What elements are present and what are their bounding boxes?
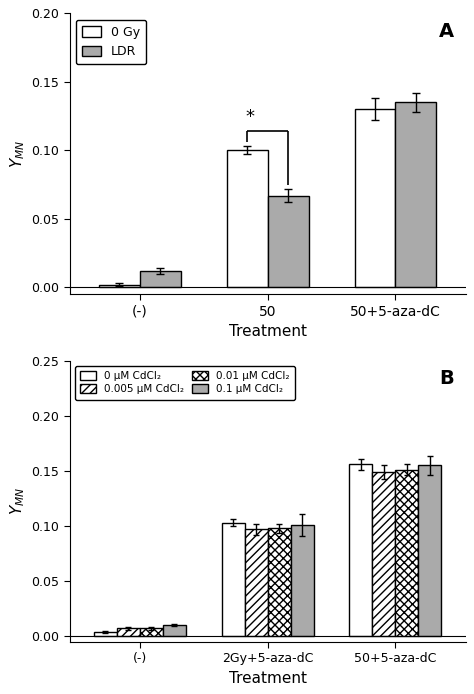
Bar (140, 629, 163, 636)
Bar (163, 625, 186, 636)
Legend: 0 Gy, LDR: 0 Gy, LDR (76, 19, 146, 65)
Bar (395, 470, 419, 636)
Bar (227, 151, 268, 287)
Bar (395, 103, 436, 287)
Text: B: B (439, 369, 454, 388)
Text: *: * (245, 108, 254, 126)
Y-axis label: Y$_{MN}$: Y$_{MN}$ (9, 487, 27, 516)
Bar (245, 530, 268, 636)
Bar (268, 528, 291, 636)
Bar (373, 472, 395, 636)
X-axis label: Treatment: Treatment (228, 670, 307, 686)
Bar (94, 632, 117, 636)
Text: A: A (438, 22, 454, 41)
X-axis label: Treatment: Treatment (228, 324, 307, 339)
Legend: 0 μM CdCl₂, 0.005 μM CdCl₂, 0.01 μM CdCl₂, 0.1 μM CdCl₂: 0 μM CdCl₂, 0.005 μM CdCl₂, 0.01 μM CdCl… (75, 366, 295, 400)
Y-axis label: Y$_{MN}$: Y$_{MN}$ (9, 139, 27, 168)
Bar (140, 271, 181, 287)
Bar (117, 629, 140, 636)
Bar (349, 464, 373, 636)
Bar (99, 285, 140, 287)
Bar (222, 523, 245, 636)
Bar (355, 109, 395, 287)
Bar (268, 196, 309, 287)
Bar (291, 525, 314, 636)
Bar (419, 466, 441, 636)
